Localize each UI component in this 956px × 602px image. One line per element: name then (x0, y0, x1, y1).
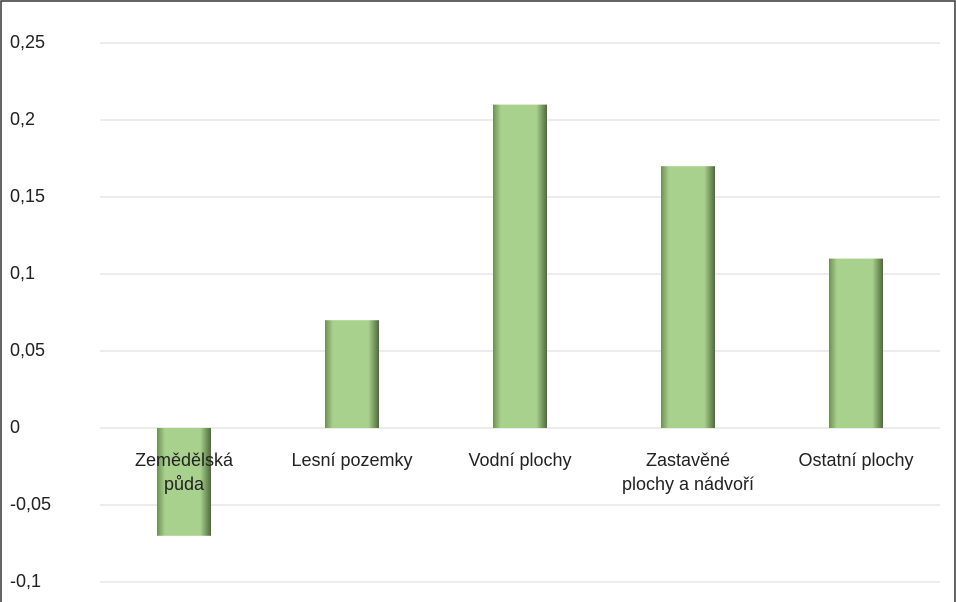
bar (829, 258, 883, 428)
bar (661, 166, 715, 428)
y-tick-label: 0,05 (10, 340, 45, 360)
y-tick-label: 0,1 (10, 263, 35, 283)
x-tick-label: Ostatní plochy (798, 450, 914, 470)
y-tick-label: 0,15 (10, 186, 45, 206)
y-tick-label: -0,1 (10, 571, 41, 591)
y-tick-label: 0 (10, 417, 20, 437)
bar (325, 320, 379, 428)
y-tick-label: -0,05 (10, 494, 51, 514)
x-tick-label: Lesní pozemky (291, 450, 413, 470)
y-tick-label: 0,2 (10, 109, 35, 129)
bar (157, 428, 211, 536)
x-tick-label: Vodní plochy (468, 450, 572, 470)
bar (493, 104, 547, 428)
y-tick-label: 0,25 (10, 32, 45, 52)
x-tick-label: Zastavěné plochy a nádvoří (621, 450, 755, 494)
x-tick-label: Zemědělská půda (134, 450, 234, 494)
